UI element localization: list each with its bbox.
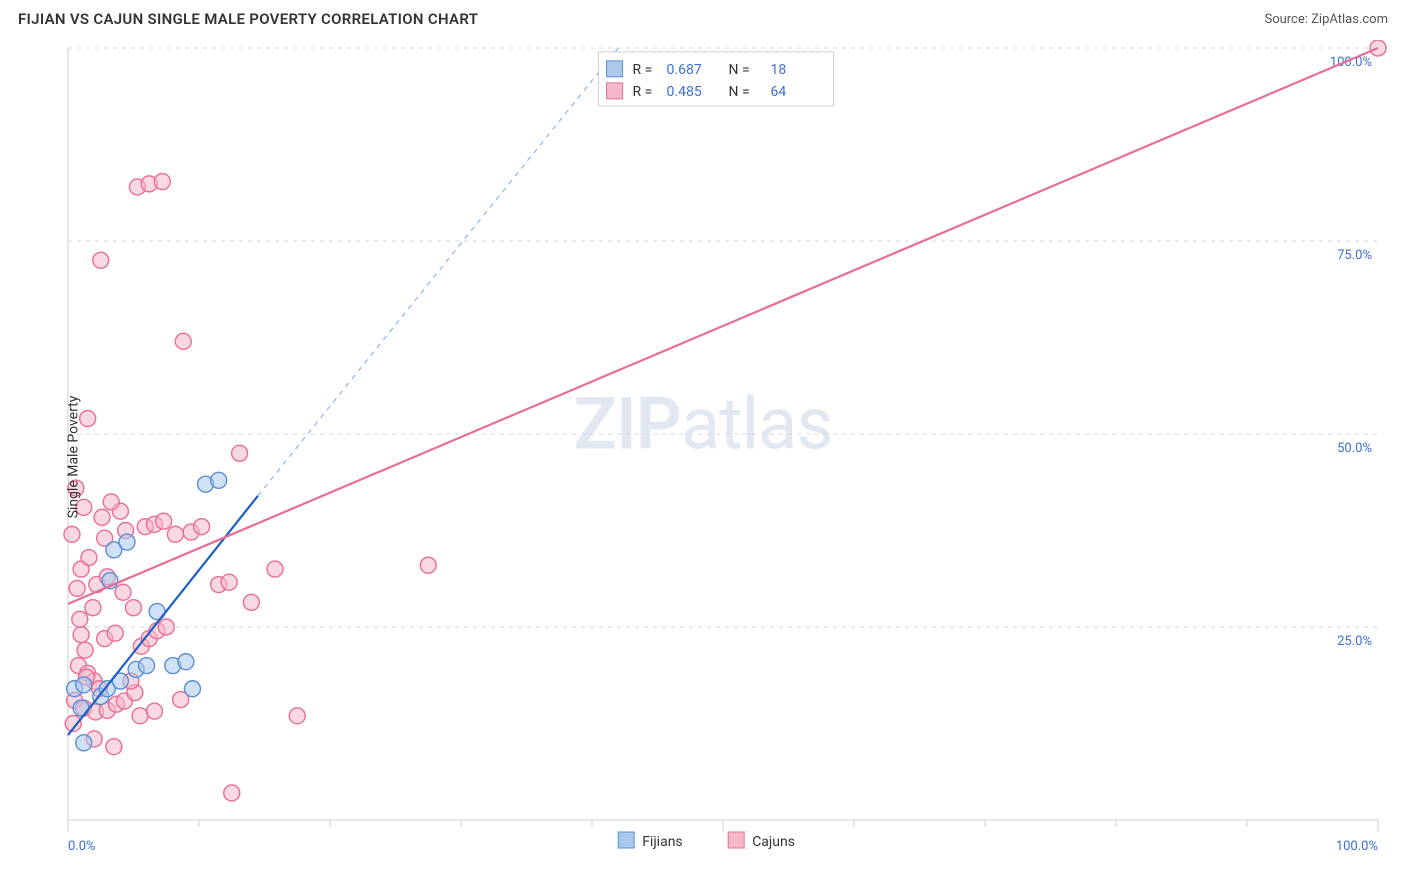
chart-title: FIJIAN VS CAJUN SINGLE MALE POVERTY CORR… [18,10,478,28]
y-axis-label: Single Male Poverty [65,396,81,519]
svg-text:50.0%: 50.0% [1337,441,1372,456]
svg-text:0.0%: 0.0% [68,839,96,854]
svg-text:0.687: 0.687 [667,62,702,78]
svg-text:R =: R = [633,62,653,78]
svg-text:64: 64 [771,84,787,100]
chart-container: Single Male Poverty ZIPatlas 25.0%50.0%7… [18,40,1388,874]
svg-text:Fijians: Fijians [642,834,682,850]
svg-text:100.0%: 100.0% [1330,55,1372,70]
svg-text:25.0%: 25.0% [1337,634,1372,649]
svg-text:N =: N = [729,62,750,78]
scatter-chart: 25.0% 50.0% 75.0% 100.0% 0.0% 100.0% R = 0.687 N… [18,40,1388,874]
svg-text:0.485: 0.485 [667,84,702,100]
svg-text:Cajuns: Cajuns [752,834,795,850]
source-attribution: Source: ZipAtlas.com [1264,12,1388,27]
svg-text:N =: N = [729,84,750,100]
svg-text:100.0%: 100.0% [1336,839,1378,854]
svg-text:18: 18 [771,62,787,78]
svg-text:75.0%: 75.0% [1337,248,1372,263]
svg-text:R =: R = [633,84,653,100]
